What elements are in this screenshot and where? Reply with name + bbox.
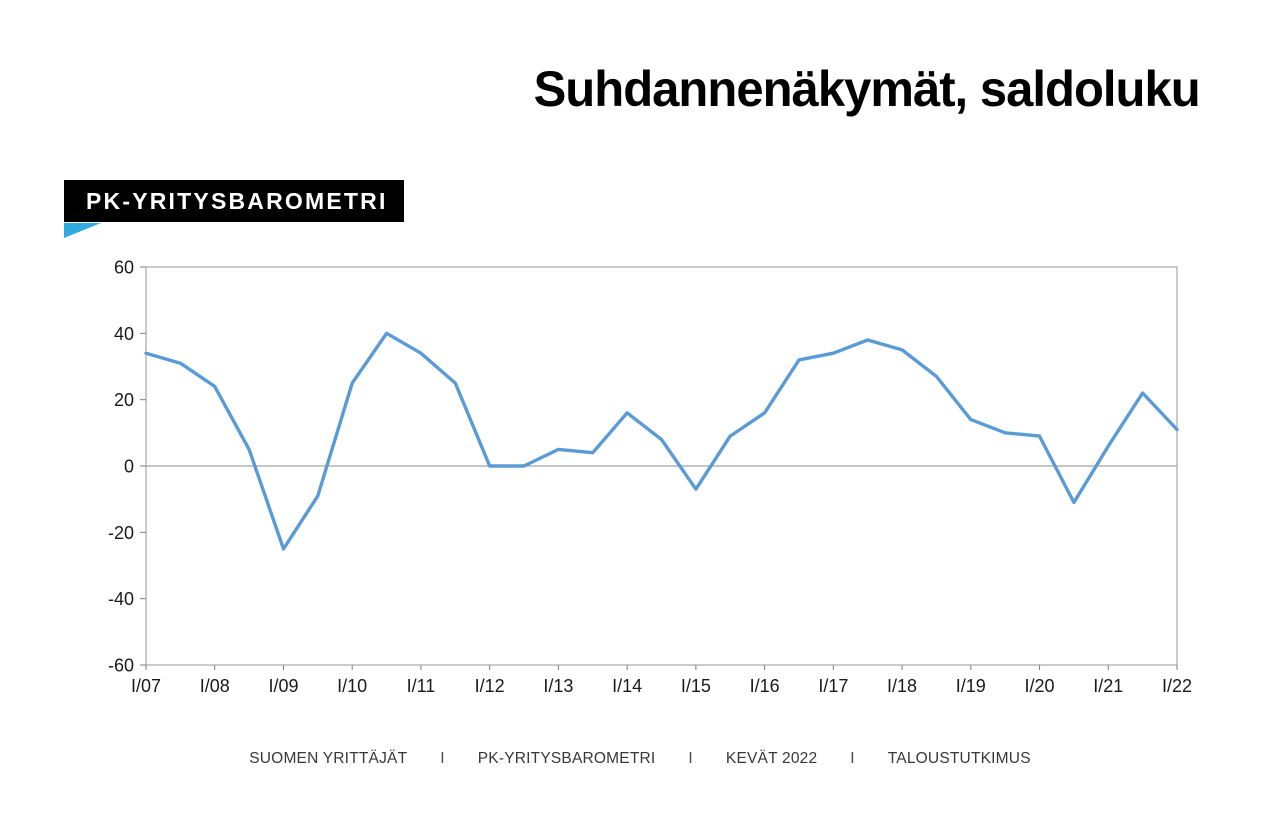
x-axis-tick-label: I/12 — [475, 676, 505, 696]
x-axis-tick-label: I/20 — [1025, 676, 1055, 696]
y-axis-tick-label: 60 — [114, 258, 134, 278]
x-axis-tick-label: I/19 — [956, 676, 986, 696]
x-axis-tick-label: I/21 — [1093, 676, 1123, 696]
page-title: Suhdannenäkymät, saldoluku — [533, 61, 1201, 117]
footer-item-suomen-yrittajat: SUOMEN YRITTÄJÄT — [249, 750, 408, 767]
x-axis-tick-label: I/13 — [543, 676, 573, 696]
series-line — [144, 331, 1179, 551]
footer-item-kevat-2022: KEVÄT 2022 — [725, 750, 818, 767]
pk-yritysbarometri-badge: PK-YRITYSBAROMETRI — [64, 180, 404, 222]
footer-separator: I — [440, 750, 445, 767]
x-axis-tick-label: I/07 — [131, 676, 161, 696]
y-axis-tick-label: 40 — [114, 324, 134, 344]
footer-source-line: SUOMEN YRITTÄJÄT I PK-YRITYSBAROMETRI I … — [19, 750, 1261, 768]
x-axis-tick-label: I/08 — [200, 676, 230, 696]
y-axis-tick-label: -60 — [108, 656, 134, 676]
footer-item-pk-yritysbarometri: PK-YRITYSBAROMETRI — [477, 750, 656, 767]
x-axis-tick-label: I/14 — [612, 676, 642, 696]
y-axis-tick-label: -40 — [108, 589, 134, 609]
x-axis-tick-label: I/10 — [337, 676, 367, 696]
x-axis-tick-label: I/16 — [750, 676, 780, 696]
y-axis-tick-label: -20 — [108, 523, 134, 543]
footer-separator: I — [850, 750, 855, 767]
x-axis-tick-label: I/15 — [681, 676, 711, 696]
x-axis-tick-label: I/09 — [268, 676, 298, 696]
x-axis-tick-label: I/11 — [407, 676, 436, 696]
y-axis-tick-label: 0 — [124, 457, 134, 477]
x-axis-tick-label: I/22 — [1162, 676, 1192, 696]
x-axis-tick-label: I/17 — [818, 676, 848, 696]
badge-label: PK-YRITYSBAROMETRI — [86, 187, 388, 214]
footer-item-taloustutkimus: TALOUSTUTKIMUS — [887, 750, 1031, 767]
x-axis-tick-label: I/18 — [887, 676, 917, 696]
footer-separator: I — [688, 750, 693, 767]
y-axis-tick-label: 20 — [114, 390, 134, 410]
